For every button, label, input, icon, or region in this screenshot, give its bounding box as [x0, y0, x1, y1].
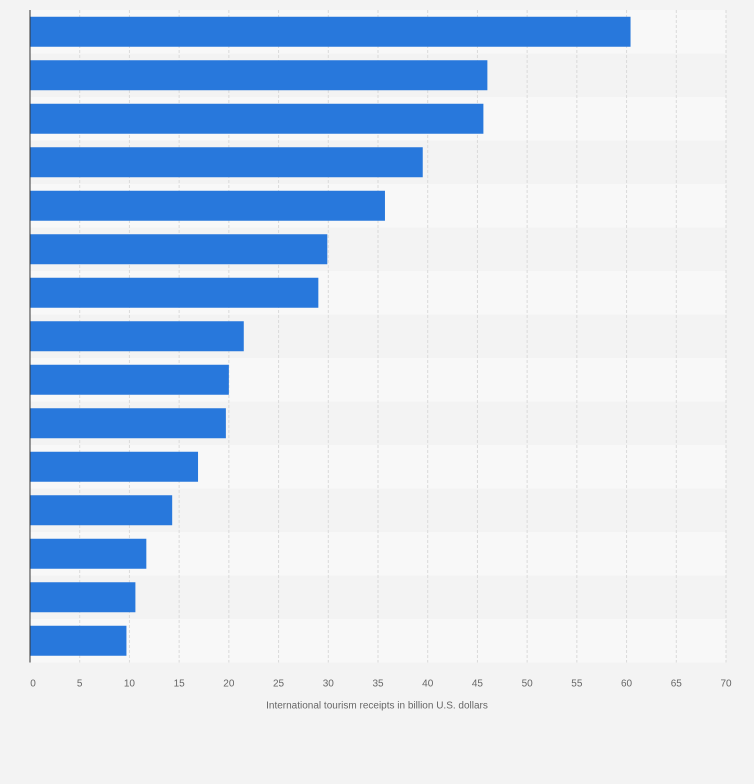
x-tick-label: 45	[472, 679, 484, 690]
bar	[30, 60, 488, 91]
bar	[30, 190, 385, 221]
x-tick-label: 0	[30, 679, 36, 690]
bar	[30, 408, 226, 439]
x-tick-label: 25	[273, 679, 285, 690]
x-tick-label: 60	[621, 679, 633, 690]
x-tick-label: 50	[522, 679, 534, 690]
x-tick-label: 55	[571, 679, 583, 690]
x-axis-label: International tourism receipts in billio…	[266, 701, 488, 712]
bars	[30, 16, 631, 656]
bar	[30, 16, 631, 47]
x-tick-label: 15	[174, 679, 186, 690]
bar	[30, 277, 319, 308]
bar	[30, 103, 484, 134]
bar	[30, 321, 244, 352]
x-tick-label: 5	[77, 679, 83, 690]
bar	[30, 538, 147, 569]
bar	[30, 495, 173, 526]
bar	[30, 451, 199, 482]
x-tick-label: 70	[720, 679, 732, 690]
x-tick-label: 65	[671, 679, 683, 690]
x-tick-label: 30	[323, 679, 335, 690]
x-tick-label: 20	[223, 679, 235, 690]
x-tick-label: 10	[124, 679, 136, 690]
bar	[30, 364, 229, 395]
x-tick-label: 35	[372, 679, 384, 690]
bar	[30, 625, 127, 656]
bar	[30, 582, 136, 613]
bar	[30, 234, 328, 265]
x-tick-labels: 0 5 10 15 20 25 30 35 40 45 50 55 60 65 70	[30, 679, 732, 690]
x-tick-label: 40	[422, 679, 434, 690]
bar	[30, 147, 423, 178]
